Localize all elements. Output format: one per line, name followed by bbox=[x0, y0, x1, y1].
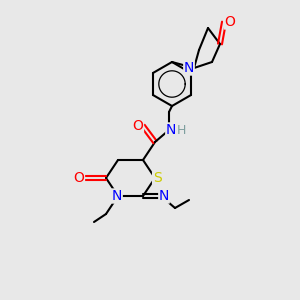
Text: S: S bbox=[153, 171, 161, 185]
Text: N: N bbox=[184, 61, 194, 75]
Text: O: O bbox=[133, 119, 143, 133]
Text: O: O bbox=[74, 171, 84, 185]
Text: N: N bbox=[159, 189, 169, 203]
Text: N: N bbox=[166, 123, 176, 137]
Text: H: H bbox=[176, 124, 186, 136]
Text: N: N bbox=[112, 189, 122, 203]
Text: O: O bbox=[225, 15, 236, 29]
